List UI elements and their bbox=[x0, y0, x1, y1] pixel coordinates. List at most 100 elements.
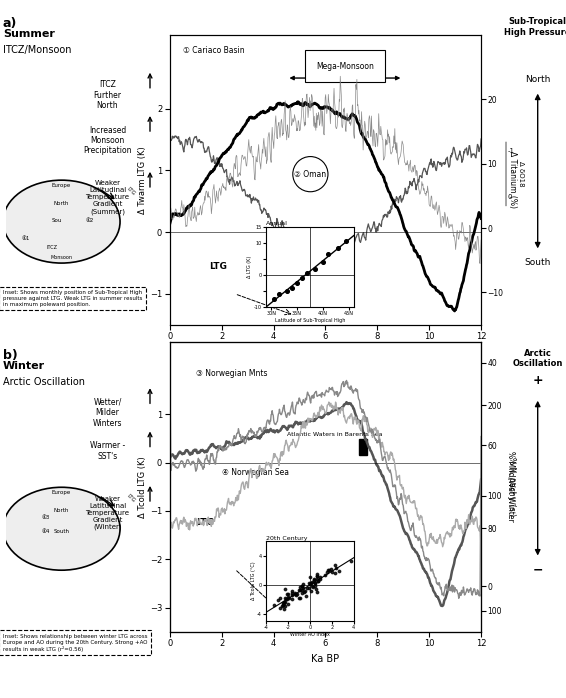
Point bbox=[310, 581, 319, 592]
Point bbox=[320, 570, 329, 581]
Point bbox=[298, 273, 307, 284]
Point bbox=[299, 579, 308, 590]
Point bbox=[323, 248, 332, 260]
Text: 0: 0 bbox=[508, 194, 512, 200]
Point bbox=[297, 580, 306, 591]
Text: Warmer -
SST's: Warmer - SST's bbox=[90, 441, 125, 461]
Text: ITCZ
Further
North: ITCZ Further North bbox=[93, 80, 122, 110]
Point bbox=[270, 599, 279, 610]
Point bbox=[295, 581, 304, 593]
Text: ④2: ④2 bbox=[85, 218, 94, 223]
Text: North: North bbox=[54, 508, 69, 513]
Point bbox=[295, 593, 305, 604]
Point bbox=[280, 597, 289, 608]
Point bbox=[285, 592, 294, 603]
Bar bbox=[359, 438, 367, 456]
Point bbox=[327, 567, 336, 578]
Point bbox=[318, 257, 327, 268]
Point bbox=[280, 603, 289, 614]
Text: Winter: Winter bbox=[3, 361, 45, 371]
Point bbox=[313, 586, 322, 597]
Point bbox=[275, 289, 284, 300]
Point bbox=[308, 581, 318, 593]
Text: Europe: Europe bbox=[52, 183, 71, 188]
Point bbox=[291, 589, 301, 600]
Point bbox=[310, 574, 319, 585]
Point bbox=[310, 573, 319, 584]
Point bbox=[307, 577, 316, 588]
Point bbox=[283, 594, 292, 605]
Text: Monsoon: Monsoon bbox=[50, 255, 72, 260]
Text: Δ δO18: Δ δO18 bbox=[518, 161, 525, 187]
Text: ITCZ/Monsoon: ITCZ/Monsoon bbox=[3, 45, 71, 55]
Text: Atlantic Waters in Barents Sea: Atlantic Waters in Barents Sea bbox=[286, 432, 382, 437]
Text: Mega-Monsoon: Mega-Monsoon bbox=[316, 61, 374, 70]
Text: LTG: LTG bbox=[196, 519, 213, 528]
Point bbox=[334, 565, 343, 577]
Point bbox=[305, 582, 314, 593]
Point bbox=[310, 577, 319, 588]
Text: LTG: LTG bbox=[209, 262, 226, 271]
Point bbox=[312, 574, 321, 585]
Point bbox=[306, 579, 315, 590]
Point bbox=[314, 575, 323, 586]
Text: −: − bbox=[533, 564, 543, 577]
Circle shape bbox=[3, 180, 120, 263]
Y-axis label: Δ Twarm LTG (K): Δ Twarm LTG (K) bbox=[138, 146, 147, 214]
Text: ③ Norwegian Mnts: ③ Norwegian Mnts bbox=[196, 369, 267, 378]
Text: LTG: LTG bbox=[125, 493, 136, 503]
Text: ② Oman: ② Oman bbox=[294, 170, 327, 179]
Point bbox=[276, 593, 285, 604]
Point bbox=[331, 567, 340, 579]
Text: +: + bbox=[533, 374, 543, 387]
Point bbox=[315, 573, 324, 584]
Point bbox=[283, 588, 292, 600]
Point bbox=[288, 586, 297, 597]
Point bbox=[288, 587, 297, 598]
Point bbox=[295, 585, 305, 596]
Point bbox=[330, 559, 339, 570]
Point bbox=[294, 593, 303, 604]
Point bbox=[298, 583, 307, 594]
Point bbox=[299, 586, 308, 597]
Text: Europe: Europe bbox=[52, 490, 71, 495]
Text: North: North bbox=[525, 75, 550, 84]
Point bbox=[347, 556, 356, 567]
Point bbox=[311, 263, 320, 274]
Point bbox=[303, 268, 312, 279]
Point bbox=[281, 584, 290, 595]
Point bbox=[280, 600, 289, 611]
Point bbox=[281, 596, 290, 607]
Point bbox=[276, 602, 285, 614]
Point bbox=[304, 578, 313, 589]
Point bbox=[288, 282, 297, 293]
Point bbox=[310, 578, 319, 589]
Y-axis label: % Mild/Wet Winter: % Mild/Wet Winter bbox=[507, 452, 516, 522]
Text: South: South bbox=[525, 258, 551, 267]
Point bbox=[293, 277, 302, 289]
Text: Sou: Sou bbox=[51, 218, 62, 223]
Point bbox=[300, 586, 309, 597]
Point bbox=[278, 599, 287, 610]
Point bbox=[312, 568, 321, 579]
Point bbox=[282, 594, 291, 605]
Point bbox=[313, 575, 322, 586]
Text: a): a) bbox=[3, 17, 17, 31]
Point bbox=[283, 591, 292, 602]
Text: Arctic
Oscillation: Arctic Oscillation bbox=[512, 349, 563, 369]
X-axis label: Ka BP: Ka BP bbox=[311, 347, 340, 357]
Text: ① Cariaco Basin: ① Cariaco Basin bbox=[183, 46, 245, 55]
Point bbox=[281, 593, 290, 604]
Y-axis label: Δ Titanium (%): Δ Titanium (%) bbox=[508, 151, 517, 208]
Point bbox=[278, 597, 287, 609]
Text: -1: -1 bbox=[508, 148, 514, 154]
Point bbox=[290, 588, 299, 599]
Point bbox=[284, 598, 293, 609]
Point bbox=[334, 242, 343, 253]
Point bbox=[279, 598, 288, 609]
Text: ITCZ: ITCZ bbox=[47, 245, 58, 250]
Point bbox=[273, 595, 282, 606]
Point bbox=[278, 599, 287, 610]
Text: Inset: Shows monthly position of Sub-Tropical High
pressure against LTG. Weak LT: Inset: Shows monthly position of Sub-Tro… bbox=[3, 290, 142, 307]
X-axis label: Latitude of Sub-Tropical High: Latitude of Sub-Tropical High bbox=[275, 318, 345, 322]
